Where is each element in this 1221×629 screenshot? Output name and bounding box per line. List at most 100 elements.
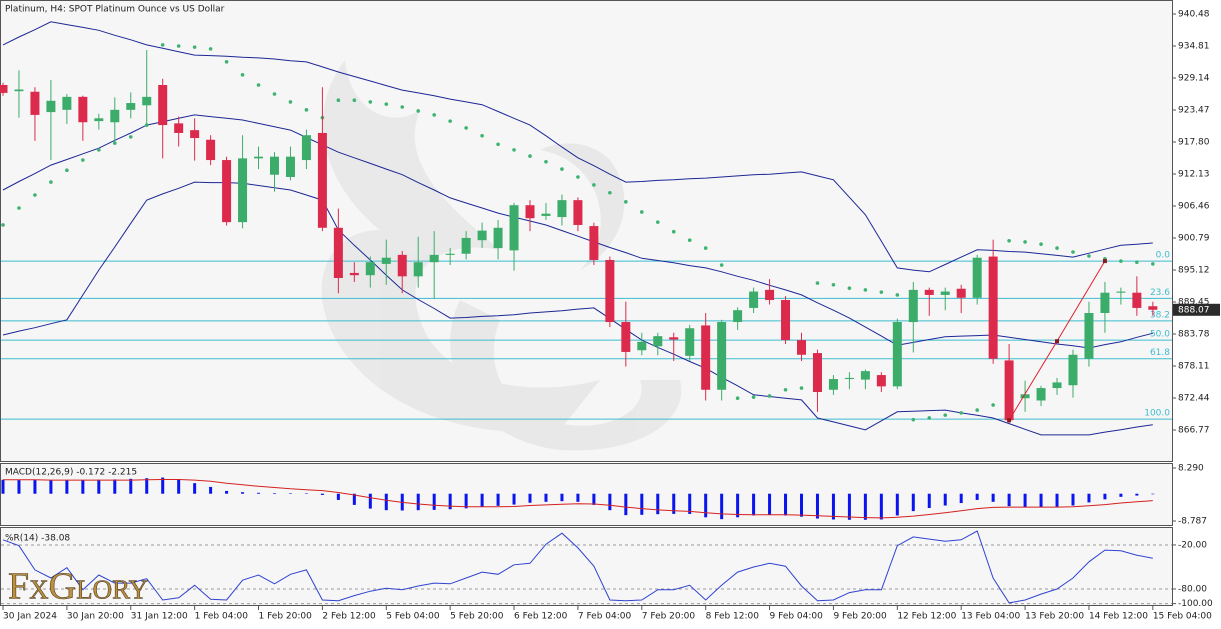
candle-body (701, 325, 711, 390)
sar-dot (416, 109, 421, 113)
price-tag-label: 888.07 (1178, 305, 1210, 315)
candle-body (254, 156, 264, 159)
macd-bar (336, 493, 340, 500)
macd-bar (496, 493, 500, 506)
sar-dot (895, 293, 900, 297)
macd-bar (1, 479, 5, 494)
macd-bar (1087, 493, 1091, 503)
candle-body (190, 130, 200, 139)
candle-body (174, 123, 184, 133)
sar-dot (911, 417, 916, 422)
sar-dot (991, 403, 995, 407)
sar-dot (624, 200, 628, 204)
sar-dot (815, 281, 820, 285)
candle-body (238, 158, 248, 223)
candle-body (62, 96, 72, 110)
zigzag-point (1102, 259, 1107, 264)
sar-dot (432, 113, 436, 117)
sar-dot (687, 238, 692, 242)
watermark (321, 60, 682, 451)
candle-body (413, 262, 423, 277)
sar-dot (1039, 242, 1043, 246)
wpr-line (2, 530, 1153, 604)
y-tick-label: 878.11 (1178, 361, 1210, 371)
macd-bar (624, 493, 628, 516)
macd-bar (704, 493, 708, 518)
candle-body (445, 253, 455, 255)
wpr-title: %R(14) -38.08 (5, 534, 70, 544)
macd-bar (225, 490, 229, 494)
macd-bar (1103, 493, 1107, 500)
candle-body (892, 322, 902, 387)
candle-body (301, 135, 311, 161)
macd-bar (257, 492, 261, 494)
candle-body (669, 337, 679, 340)
candle-body (397, 254, 407, 277)
candle-body (733, 310, 743, 323)
watermark-flame (321, 60, 600, 432)
sar-dot (81, 158, 85, 162)
fib-label: 38.2 (1150, 310, 1170, 320)
candle-body (860, 371, 870, 380)
candle-body (1116, 291, 1126, 293)
candle-body (1084, 313, 1094, 359)
price-tag (1173, 303, 1220, 316)
macd-pane (0, 463, 1173, 526)
sar-dot (719, 263, 724, 267)
candle-body (493, 227, 503, 249)
candle-body (1004, 360, 1014, 421)
macd-bar (863, 493, 867, 520)
fib-label: 0.0 (1156, 251, 1171, 261)
sar-dot (400, 105, 405, 109)
macd-bar (879, 493, 883, 520)
macd-bar (640, 493, 644, 515)
macd-bar (943, 493, 947, 506)
candle-body (126, 103, 136, 110)
sar-dot (783, 387, 788, 392)
macd-bar (1007, 493, 1011, 507)
y-tick-label: 866.77 (1178, 425, 1210, 435)
macd-bar (480, 493, 484, 507)
candle-body (589, 226, 599, 260)
candle-body (924, 289, 934, 295)
macd-bar (448, 493, 452, 510)
candle-body (812, 353, 822, 393)
sar-dot (1, 223, 5, 227)
sar-dot (1055, 246, 1059, 250)
macd-bar (241, 492, 245, 494)
sar-dot (735, 396, 740, 401)
sar-dot (33, 193, 37, 197)
y-tick-label: 900.79 (1178, 233, 1210, 243)
candle-body (0, 84, 8, 93)
candle-body (1148, 306, 1158, 310)
candle-body (621, 322, 631, 352)
y-tick-label: 912.13 (1178, 169, 1210, 179)
x-tick-label: 13 Feb 04:00 (961, 612, 1020, 622)
candle-body (317, 132, 327, 228)
x-tick-label: 13 Feb 20:00 (1025, 612, 1084, 622)
sar-dot (384, 102, 389, 106)
fib-label: 50.0 (1150, 330, 1170, 340)
sar-dot (943, 413, 948, 417)
macd-bar (800, 493, 803, 517)
macd-bar (352, 493, 356, 505)
candle-body (1132, 292, 1142, 308)
macd-bar (177, 479, 181, 494)
macd-bar (592, 493, 596, 505)
y-tick-label: 872.44 (1178, 393, 1210, 403)
wpr-pane (0, 527, 1173, 606)
candle-body (1052, 382, 1062, 389)
watermark-g (450, 300, 682, 451)
x-tick-label: 30 Jan 2024 (3, 612, 57, 622)
macd-bar (33, 480, 37, 494)
sar-dot (17, 206, 21, 210)
candle-body (429, 254, 439, 263)
candle-body (844, 377, 854, 380)
macd-bar (720, 493, 724, 520)
candle-body (110, 109, 120, 123)
x-tick-label: 5 Feb 20:00 (450, 612, 504, 622)
macd-title: MACD(12,26,9) -0.172 -2.215 (5, 468, 137, 478)
fib-label: 61.8 (1150, 348, 1170, 358)
sar-dot (528, 154, 532, 158)
macd-bar (320, 493, 324, 495)
